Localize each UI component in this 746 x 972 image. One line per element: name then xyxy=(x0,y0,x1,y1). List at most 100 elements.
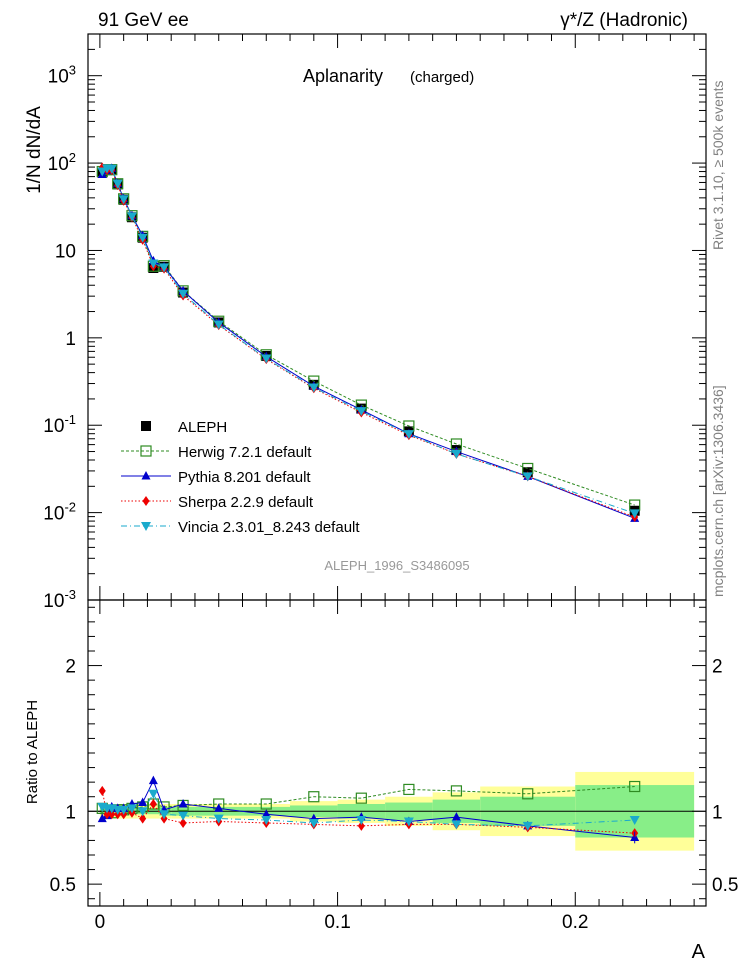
side-label-mcplots: mcplots.cern.ch [arXiv:1306.3436] xyxy=(710,385,726,597)
main-ytick-label: 10-2 xyxy=(43,500,76,525)
main-data-series xyxy=(97,164,640,516)
legend: ALEPH Herwig 7.2.1 default Pythia 8.201 de… xyxy=(121,419,360,536)
ratio-ytick-label-right: 2 xyxy=(712,657,723,678)
main-vincia-point xyxy=(137,233,148,243)
side-label-rivet: Rivet 3.1.10, ≥ 500k events xyxy=(710,80,726,250)
ratio-vincia-point xyxy=(213,814,224,824)
legend-label: Vincia 2.3.01_8.243 default xyxy=(178,519,360,536)
legend-item-vincia: Vincia 2.3.01_8.243 default xyxy=(121,519,360,536)
ratio-sherpa-point xyxy=(139,813,147,824)
ratio-vincia-point xyxy=(159,810,170,820)
ratio-ytick-label-right: 1 xyxy=(712,802,723,823)
main-vincia-point xyxy=(403,430,414,440)
main-vincia-point xyxy=(178,289,189,299)
ratio-y-axis-title: Ratio to ALEPH xyxy=(24,700,41,804)
legend-label: Pythia 8.201 default xyxy=(178,469,311,486)
ratio-ytick-label-right: 0.5 xyxy=(712,875,738,896)
legend-item-pythia: Pythia 8.201 default xyxy=(121,469,311,486)
header-left: 91 GeV ee xyxy=(98,10,189,31)
ratio-herwig-point xyxy=(403,783,415,796)
ratio-herwig-point xyxy=(260,798,272,810)
ratio-sherpa-point xyxy=(357,820,365,831)
ratio-pythia-point xyxy=(451,812,461,821)
ratio-sherpa-point xyxy=(179,817,187,828)
ratio-sherpa-point xyxy=(149,799,157,809)
legend-label: ALEPH xyxy=(178,419,227,436)
ratio-pythia-point xyxy=(214,803,224,812)
main-ytick-label: 10-3 xyxy=(43,587,76,612)
main-y-axis-title: 1/N dN/dA xyxy=(24,106,45,194)
legend-item-sherpa: Sherpa 2.2.9 default xyxy=(121,494,314,511)
ratio-sherpa-line xyxy=(101,790,635,834)
plot-subtitle: (charged) xyxy=(410,69,474,86)
ratio-sherpa-point xyxy=(98,785,106,796)
main-axis-ticks: 10-3 10-2 10-1 1 10 102 103 xyxy=(43,33,706,612)
main-vincia-series xyxy=(97,164,640,519)
legend-marker xyxy=(140,445,152,457)
legend-label: Sherpa 2.2.9 default xyxy=(178,494,314,511)
ratio-vincia-point xyxy=(148,789,159,799)
main-vincia-point xyxy=(148,259,159,269)
analysis-label: ALEPH_1996_S3486095 xyxy=(324,558,469,573)
main-pythia-line xyxy=(101,167,635,519)
x-axis-title: A xyxy=(692,941,706,963)
ratio-vincia-point xyxy=(451,820,462,830)
main-vincia-line xyxy=(101,167,635,514)
ratio-herwig-point xyxy=(522,788,534,800)
main-vincia-point xyxy=(261,354,272,364)
main-ytick-label: 10 xyxy=(55,241,76,262)
ratio-ytick-label: 1 xyxy=(65,802,76,823)
main-vincia-point xyxy=(308,383,319,393)
ratio-ytick-label: 0.5 xyxy=(50,875,76,896)
ratio-axis-ticks: 0.5 0.5 1 1 2 2 0 0.1 0.2 xyxy=(50,600,738,933)
ratio-vincia-point xyxy=(178,811,189,821)
legend-marker xyxy=(141,421,151,431)
main-series-layer xyxy=(96,162,641,523)
ratio-series-layer xyxy=(96,775,641,844)
ratio-vincia-series xyxy=(97,789,640,831)
ratio-sherpa-point xyxy=(103,809,111,820)
main-panel-frame xyxy=(87,33,707,601)
ratio-pythia-point xyxy=(178,799,188,808)
legend-marker xyxy=(141,522,151,531)
plot-title: Aplanarity xyxy=(303,66,383,86)
main-ytick-label: 103 xyxy=(48,63,76,88)
ratio-panel-frame xyxy=(87,599,707,907)
main-vincia-point xyxy=(106,164,117,174)
main-ytick-label: 10-1 xyxy=(43,412,76,437)
ratio-herwig-point xyxy=(450,785,463,797)
ratio-vincia-point xyxy=(308,818,319,828)
main-vincia-point xyxy=(159,263,170,273)
legend-item-data: ALEPH xyxy=(141,419,227,436)
ratio-pythia-point xyxy=(138,797,148,807)
ratio-vincia-point xyxy=(629,816,640,826)
main-vincia-point xyxy=(118,195,129,205)
ratio-pythia-point xyxy=(261,809,271,818)
legend-label: Herwig 7.2.1 default xyxy=(178,444,312,461)
main-vincia-point xyxy=(629,509,640,519)
ratio-vincia-point xyxy=(118,805,129,815)
xtick-label: 0 xyxy=(95,912,106,933)
main-sherpa-line xyxy=(102,167,635,518)
ratio-herwig-point xyxy=(629,780,641,793)
ratio-vincia-point xyxy=(356,816,367,826)
main-vincia-point xyxy=(97,167,108,177)
main-vincia-point xyxy=(356,407,367,417)
ratio-vincia-point xyxy=(126,804,137,814)
ratio-herwig-point xyxy=(308,791,320,803)
legend-item-herwig: Herwig 7.2.1 default xyxy=(121,444,312,461)
xtick-label: 0.2 xyxy=(562,912,588,933)
header-right: γ*/Z (Hadronic) xyxy=(560,10,688,31)
main-vincia-point xyxy=(213,320,224,330)
ratio-ytick-label: 2 xyxy=(65,657,76,678)
ratio-sherpa-point xyxy=(108,809,116,820)
ratio-pythia-point xyxy=(148,775,158,785)
ratio-vincia-point xyxy=(522,821,533,831)
ratio-vincia-point xyxy=(261,816,272,826)
ratio-vincia-point xyxy=(403,817,414,827)
main-vincia-point xyxy=(112,179,123,189)
ratio-herwig-point xyxy=(355,792,367,804)
main-ytick-label: 1 xyxy=(65,329,76,350)
main-vincia-point xyxy=(451,449,462,459)
